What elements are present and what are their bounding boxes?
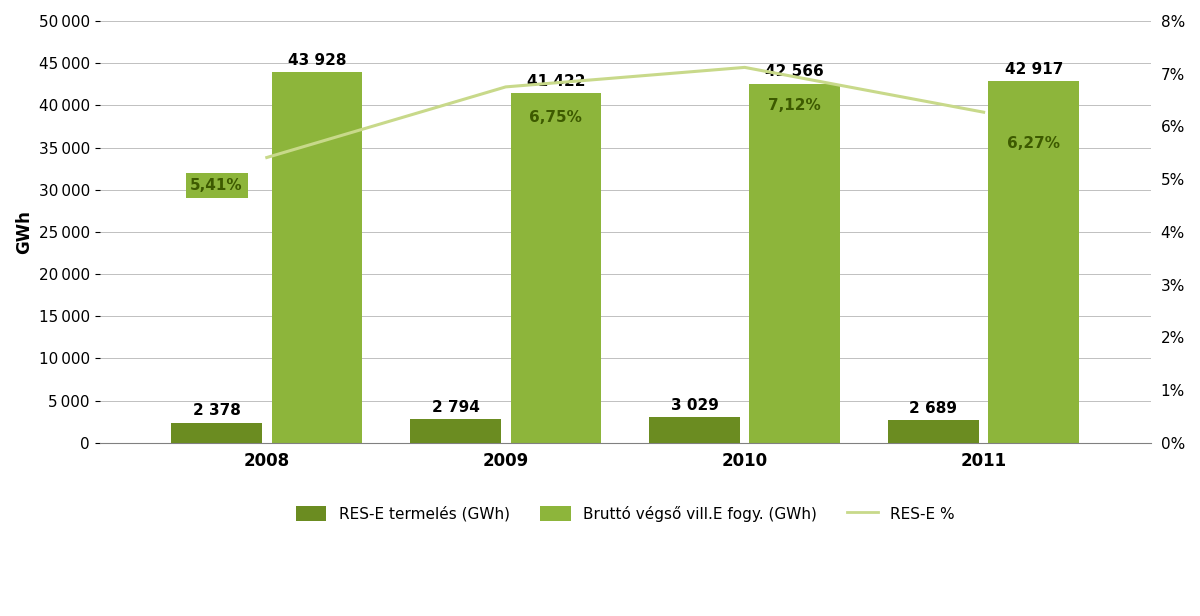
Text: 2 794: 2 794 [432,400,480,415]
RES-E % [259,154,274,161]
Text: 3 029: 3 029 [671,398,719,413]
Bar [510,94,601,443]
Bar [649,417,740,443]
Text: 6,75%: 6,75% [529,110,582,126]
Text: 7,12%: 7,12% [768,98,821,113]
Bar [271,72,362,443]
Bar [750,84,840,443]
Line: RES-E %: RES-E % [266,67,984,158]
Text: 41 422: 41 422 [527,74,586,89]
Text: 43 928: 43 928 [288,53,347,68]
Text: 42 917: 42 917 [1004,62,1063,76]
Text: 6,27%: 6,27% [1007,136,1061,151]
Bar [989,81,1079,443]
RES-E % [498,83,512,91]
Bar [172,423,262,443]
Text: 5,41%: 5,41% [191,178,242,193]
Bar [410,419,500,443]
RES-E % [977,108,991,116]
RES-E % [738,63,752,71]
Y-axis label: GWh: GWh [14,210,32,254]
Text: 2 689: 2 689 [910,401,958,416]
Text: 2 378: 2 378 [193,403,240,418]
Text: 42 566: 42 566 [766,65,824,79]
Bar [888,420,979,443]
Legend: RES-E termelés (GWh), Bruttó végső vill.E fogy. (GWh), RES-E %: RES-E termelés (GWh), Bruttó végső vill.… [289,500,961,528]
